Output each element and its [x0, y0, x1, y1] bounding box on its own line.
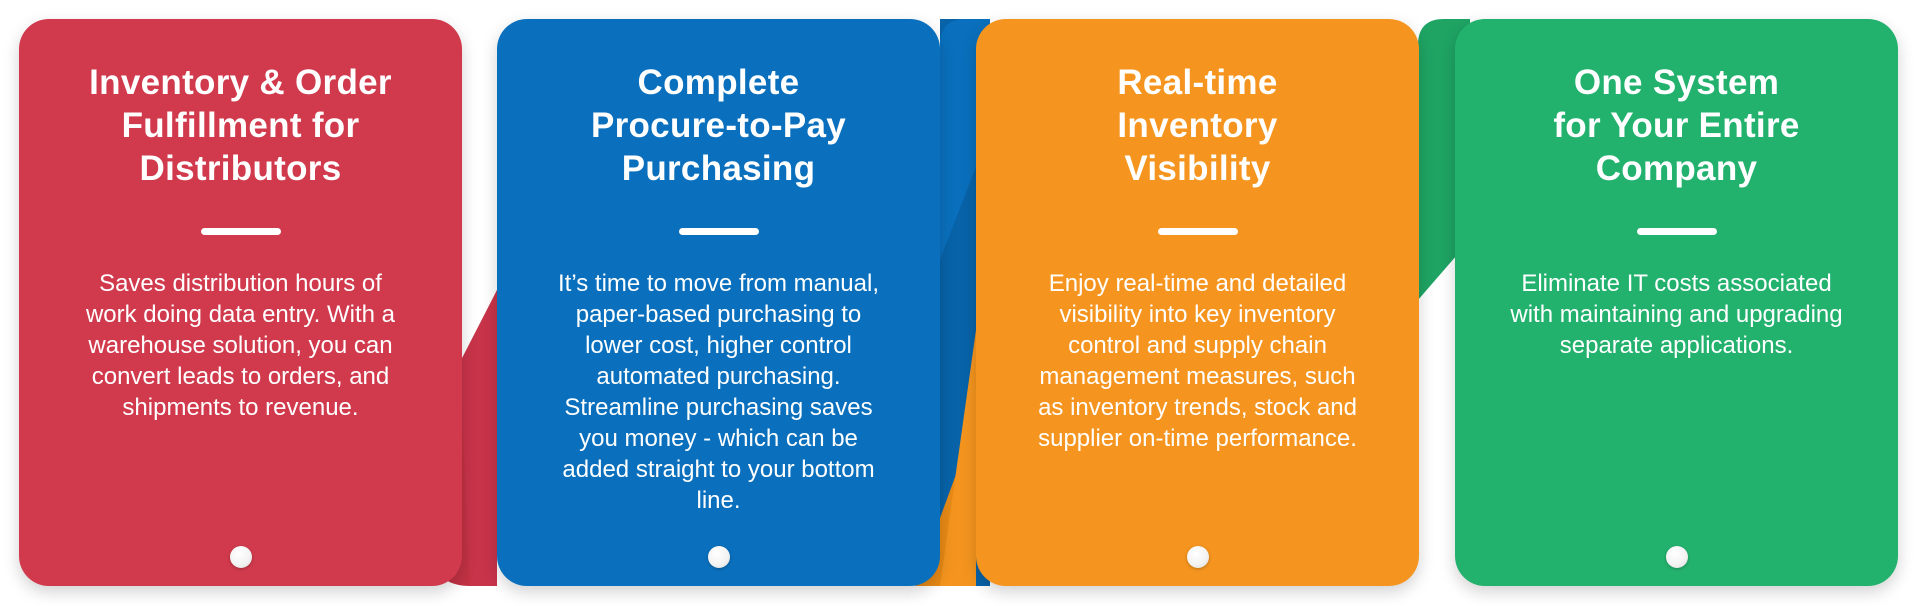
card-procure-to-pay: Complete Procure-to-Pay Purchasing It’s … [497, 19, 940, 586]
card-realtime-inventory-visibility: Real-time Inventory Visibility Enjoy rea… [976, 19, 1419, 586]
card-title: Inventory & Order Fulfillment for Distri… [89, 63, 392, 188]
card-description: Eliminate IT costs associated with maint… [1510, 270, 1843, 359]
red-connector-fold [460, 290, 497, 586]
card-title: Real-time Inventory Visibility [1117, 63, 1278, 188]
title-divider [1636, 228, 1717, 235]
title-divider [200, 228, 281, 235]
card-title: One System for Your Entire Company [1553, 63, 1800, 188]
card-dot-icon[interactable] [707, 546, 730, 568]
title-divider [678, 228, 759, 235]
card-description: It’s time to move from manual, paper-bas… [558, 270, 879, 514]
card-dot-icon[interactable] [1186, 546, 1209, 568]
orange-connector-tail [940, 330, 976, 586]
card-dot-icon[interactable] [1665, 546, 1688, 568]
title-divider [1157, 228, 1238, 235]
card-description: Enjoy real-time and detailed visibility … [1038, 270, 1357, 452]
card-title: Complete Procure-to-Pay Purchasing [590, 63, 847, 188]
card-dot-icon[interactable] [229, 546, 252, 568]
card-one-system: One System for Your Entire Company Elimi… [1455, 19, 1898, 586]
card-inventory-order-fulfillment: Inventory & Order Fulfillment for Distri… [19, 19, 462, 586]
card-description: Saves distribution hours of work doing d… [85, 270, 396, 421]
